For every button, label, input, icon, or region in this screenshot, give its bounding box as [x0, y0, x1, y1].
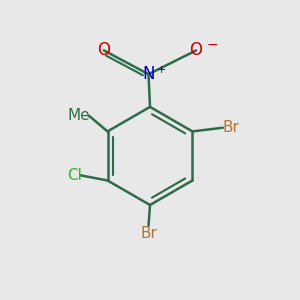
Text: Br: Br: [140, 226, 157, 241]
Text: O: O: [190, 41, 202, 59]
Text: +: +: [157, 65, 166, 75]
Text: N: N: [142, 65, 155, 83]
Text: Me: Me: [68, 108, 91, 123]
Text: −: −: [206, 38, 218, 52]
Text: Br: Br: [223, 120, 240, 135]
Text: O: O: [98, 41, 110, 59]
Text: Cl: Cl: [67, 168, 82, 183]
